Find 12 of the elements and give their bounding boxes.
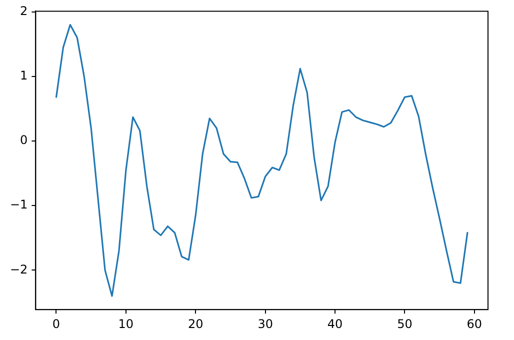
- y-tick-label: 0: [20, 133, 28, 148]
- x-tick-label: 10: [118, 316, 134, 331]
- y-tick-label: −2: [10, 262, 28, 276]
- x-tick-label: 20: [188, 316, 204, 331]
- y-tick-label: 1: [20, 68, 28, 83]
- x-tick-label: 60: [466, 316, 482, 331]
- y-tick-label: 2: [20, 4, 28, 18]
- y-tick-label: −1: [10, 198, 28, 212]
- x-tick-label: 0: [52, 316, 60, 331]
- x-tick-label: 50: [397, 316, 412, 331]
- x-tick-label: 40: [327, 316, 343, 331]
- x-tick-label: 30: [258, 316, 273, 331]
